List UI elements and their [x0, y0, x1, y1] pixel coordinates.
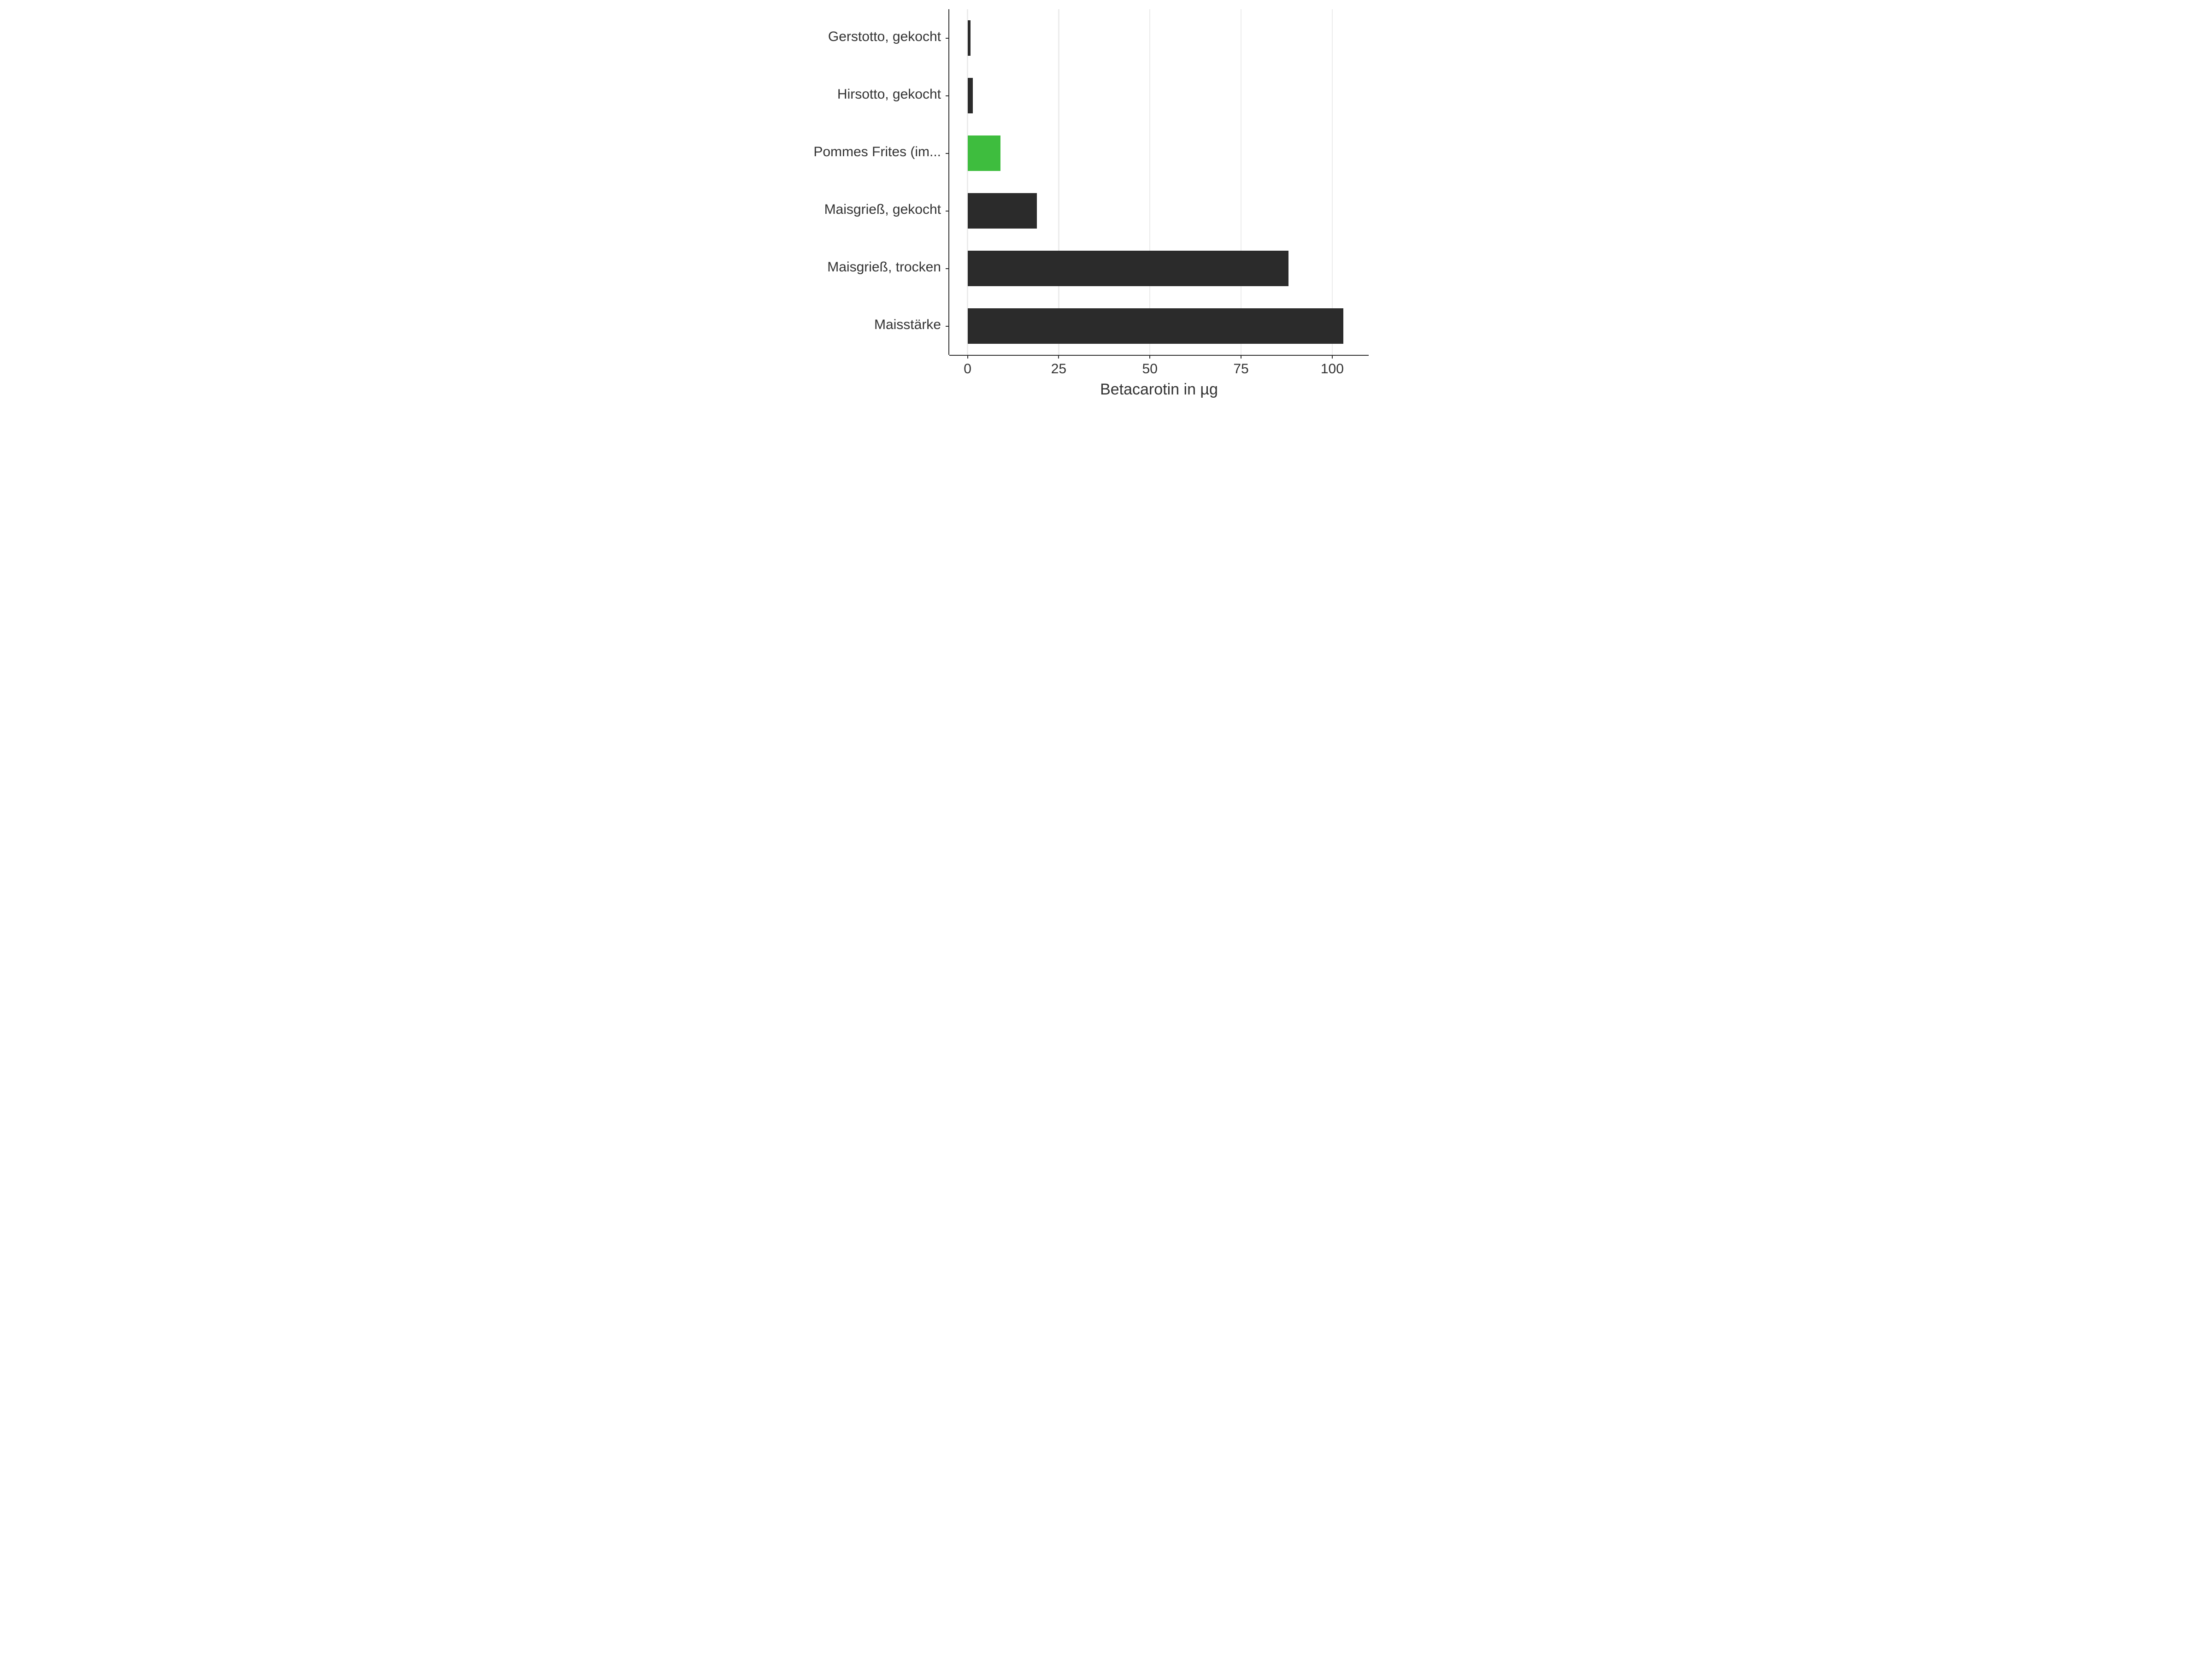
- x-tick-label: 25: [1051, 361, 1066, 377]
- x-axis-title: Betacarotin in µg: [1100, 381, 1218, 399]
- y-category-label: Gerstotto, gekocht: [828, 29, 941, 45]
- gridline: [1058, 9, 1059, 355]
- bar: [968, 193, 1037, 229]
- y-category-label: Maisgrieß, trocken: [827, 259, 941, 275]
- chart-container: 0 25 50 75 100 Gerstotto, gekocht Hirsotto, ge…: [830, 0, 1382, 415]
- bar: [968, 308, 1343, 344]
- gridline: [1332, 9, 1333, 355]
- x-tick-label: 100: [1321, 361, 1344, 377]
- y-category-label: Maisgrieß, gekocht: [824, 202, 941, 218]
- gridline: [967, 9, 968, 355]
- x-tick-label: 75: [1233, 361, 1248, 377]
- bar: [968, 78, 973, 114]
- x-tick-label: 0: [964, 361, 971, 377]
- y-category-label: Hirsotto, gekocht: [837, 87, 941, 102]
- gridline: [1241, 9, 1242, 355]
- gridline: [1149, 9, 1151, 355]
- y-axis-line: [948, 9, 949, 355]
- x-tick-label: 50: [1142, 361, 1158, 377]
- plot-area: [949, 9, 1369, 355]
- bar: [968, 20, 971, 56]
- bar: [968, 251, 1288, 287]
- y-category-label: Maisstärke: [874, 317, 941, 333]
- bar: [968, 135, 1000, 171]
- x-axis-line: [949, 355, 1369, 356]
- y-category-label: Pommes Frites (im...: [813, 144, 941, 160]
